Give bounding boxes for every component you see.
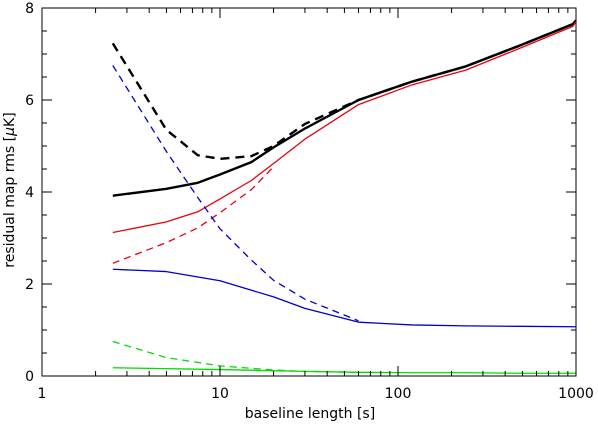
y-tick-label: 8	[25, 1, 34, 17]
y-tick-label: 0	[25, 369, 34, 385]
plot-frame	[41, 7, 577, 377]
x-tick-label: 100	[385, 386, 412, 402]
x-tick-label: 10	[211, 386, 229, 402]
axes-layer: 1 10 100 1000 0 2 4 6 8	[25, 1, 594, 402]
y-tick-label: 6	[25, 93, 34, 109]
series-layer	[111, 19, 577, 374]
series-line-red-solid	[112, 21, 577, 234]
y-tick-label: 2	[25, 277, 34, 293]
y-axis-label: residual map rms [μK]	[2, 112, 18, 267]
x-tick-label: 1	[38, 386, 47, 402]
y-tick-label: 4	[25, 185, 34, 201]
series-line-black-dashed	[111, 19, 577, 161]
series-line-blue-solid	[112, 268, 577, 328]
series-line-green-dashed	[112, 340, 359, 373]
y-axis-label-suffix: K]	[2, 112, 18, 127]
y-axis-label-mu: μ	[2, 127, 18, 137]
series-line-green-solid	[112, 367, 576, 374]
series-line-blue-dashed	[112, 65, 359, 322]
series-line-black-solid	[112, 19, 577, 197]
x-axis-label: baseline length [s]	[245, 406, 375, 422]
x-tick-label: 1000	[558, 386, 594, 402]
y-axis-label-prefix: residual map rms [	[2, 136, 18, 268]
plot-area	[41, 7, 577, 377]
